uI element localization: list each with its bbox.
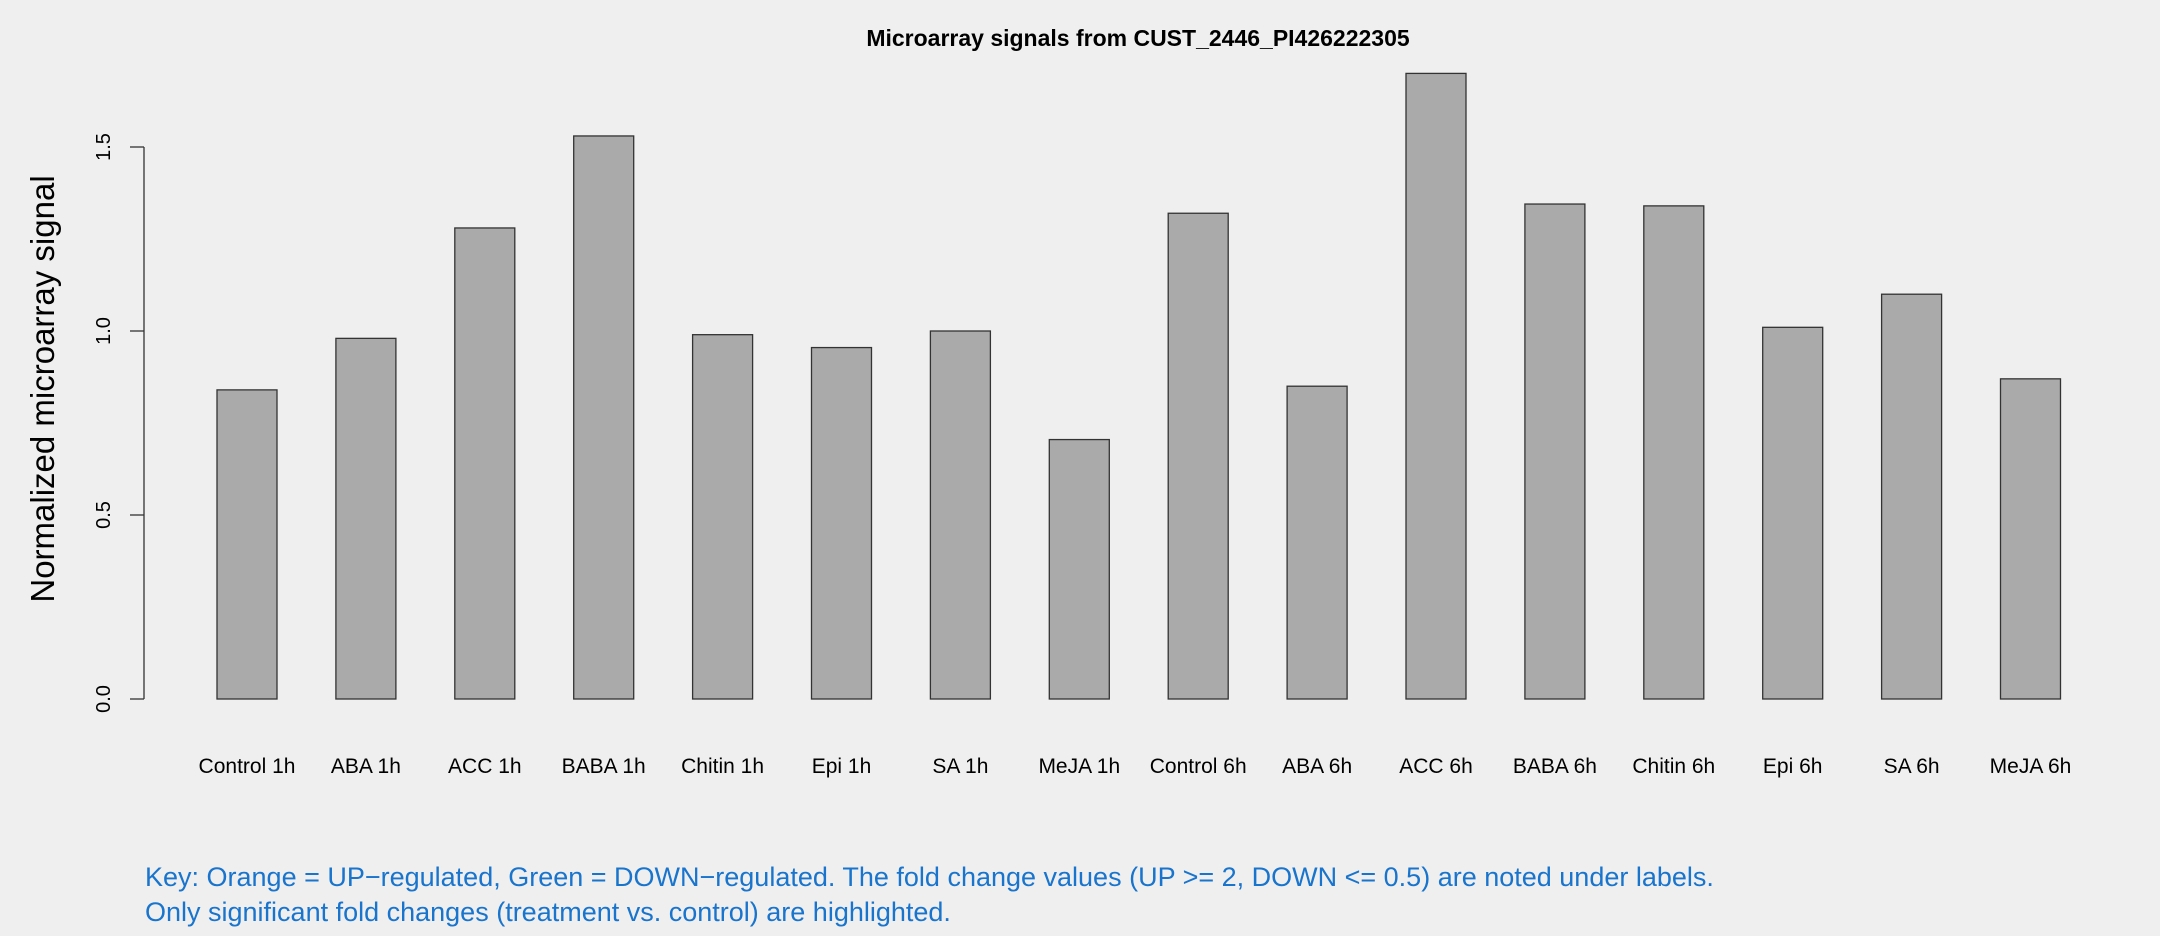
y-tick-label: 0.5 xyxy=(93,501,115,529)
bar-aba-1h xyxy=(335,337,397,700)
bar-sa-1h xyxy=(929,330,992,700)
y-axis-label: Normalized microarray signal xyxy=(24,175,61,602)
y-tick-label: 1.5 xyxy=(93,133,115,161)
bar-control-6h xyxy=(1167,212,1229,700)
y-tick-label: 0.0 xyxy=(93,685,115,713)
bar-baba-6h xyxy=(1524,203,1586,700)
x-tick-label: Epi 1h xyxy=(812,755,872,778)
x-tick-label: Control 1h xyxy=(199,755,296,778)
y-axis: 0.0 0.5 1.0 1.5 xyxy=(93,133,145,713)
x-tick-label: SA 6h xyxy=(1884,755,1940,778)
x-tick-label: ABA 6h xyxy=(1282,755,1352,778)
bar-aba-6h xyxy=(1286,385,1348,700)
bar-acc-1h xyxy=(454,227,516,700)
x-tick-label: MeJA 6h xyxy=(1990,755,2072,778)
bar-baba-1h xyxy=(573,135,635,700)
x-tick-label: Chitin 1h xyxy=(681,755,764,778)
bar-meja-6h xyxy=(1999,378,2062,700)
x-tick-label: SA 1h xyxy=(932,755,988,778)
bar-sa-6h xyxy=(1880,293,1943,700)
bar-chitin-1h xyxy=(691,334,754,700)
key-line-1: Key: Orange = UP−regulated, Green = DOWN… xyxy=(145,862,1714,892)
bar-meja-1h xyxy=(1048,438,1110,700)
x-tick-label: Epi 6h xyxy=(1763,755,1823,778)
bar-epi-1h xyxy=(810,346,873,700)
x-tick-label: BABA 6h xyxy=(1513,755,1597,778)
x-tick-label: BABA 1h xyxy=(562,755,646,778)
bar-control-1h xyxy=(216,389,278,700)
y-tick-label: 1.0 xyxy=(93,317,115,345)
x-tick-label: ACC 6h xyxy=(1399,755,1473,778)
chart-title: Microarray signals from CUST_2446_PI4262… xyxy=(866,25,1410,51)
x-tick-label: ACC 1h xyxy=(448,755,522,778)
x-tick-labels: Control 1h ABA 1h ACC 1h BABA 1h Chitin 1h Ep… xyxy=(199,755,2072,778)
x-tick-label: ABA 1h xyxy=(331,755,401,778)
key-line-2: Only significant fold changes (treatment… xyxy=(145,897,951,927)
x-tick-label: Chitin 6h xyxy=(1632,755,1715,778)
x-tick-label: MeJA 1h xyxy=(1038,755,1120,778)
bar-epi-6h xyxy=(1762,326,1824,700)
x-tick-label: Control 6h xyxy=(1150,755,1247,778)
bars xyxy=(216,72,2062,700)
bar-chitin-6h xyxy=(1643,205,1705,700)
bar-acc-6h xyxy=(1405,72,1467,700)
